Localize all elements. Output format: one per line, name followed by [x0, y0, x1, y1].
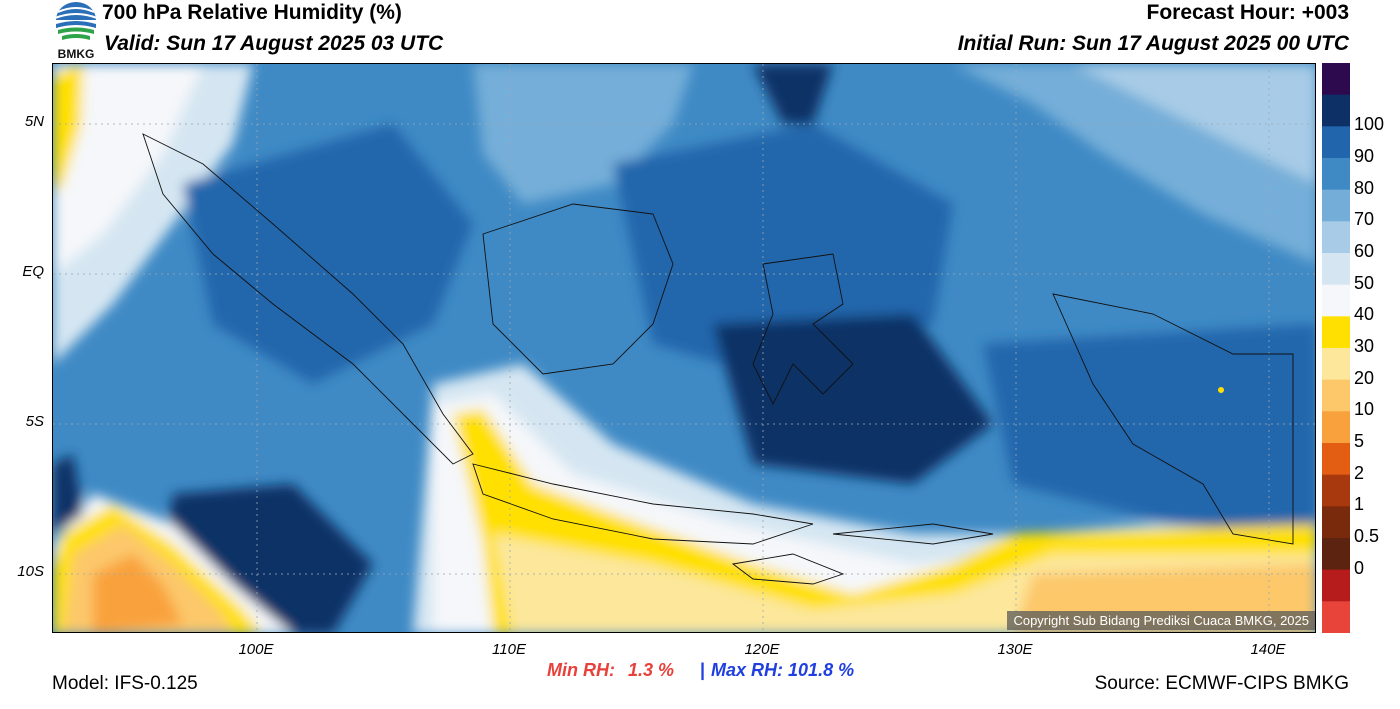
colorbar-swatch — [1322, 379, 1350, 412]
colorbar-tick-label: 90 — [1354, 146, 1375, 166]
colorbar-tick-label: 20 — [1354, 367, 1375, 388]
min-rh-value: 1.3 % — [628, 660, 675, 680]
model-label: Model: IFS-0.125 — [52, 673, 198, 694]
max-rh-value: 101.8 % — [788, 660, 855, 680]
colorbar-tick-label: 10 — [1354, 399, 1375, 420]
colorbar-swatch — [1322, 126, 1350, 159]
colorbar-tick-label: 80 — [1354, 177, 1375, 198]
lat-label-eq: EQ — [22, 263, 44, 280]
min-rh: Min RH: 1.3 % — [547, 660, 674, 681]
colorbar-tick-label: 5 — [1354, 431, 1365, 451]
colorbar-tick-label: 1 — [1354, 494, 1365, 515]
copyright-notice: Copyright Sub Bidang Prediksi Cuaca BMKG… — [1007, 611, 1315, 630]
colorbar-tick-label: 0 — [1354, 557, 1365, 578]
humidity-map — [52, 63, 1316, 633]
colorbar-tick-label: 30 — [1354, 336, 1375, 356]
initial-run: Initial Run: Sun 17 August 2025 00 UTC — [957, 32, 1349, 55]
stat-separator: | — [700, 660, 706, 680]
lat-label-5n: 5N — [24, 113, 44, 130]
max-rh: Max RH: 101.8 % — [711, 660, 854, 681]
colorbar-tick-label: 40 — [1354, 304, 1375, 325]
colorbar — [1322, 63, 1350, 634]
chart-title: 700 hPa Relative Humidity (%) — [102, 1, 402, 24]
forecast-hour: Forecast Hour: +003 — [1146, 1, 1350, 24]
lon-label-100e: 100E — [238, 641, 274, 658]
lon-label-110e: 110E — [492, 641, 526, 658]
bmkg-logo: BMKG — [52, 0, 100, 61]
colorbar-swatch — [1322, 158, 1350, 191]
lon-label-140e: 140E — [1250, 641, 1286, 658]
colorbar-swatch — [1322, 538, 1350, 571]
colorbar-swatch — [1322, 94, 1350, 127]
colorbar-swatch — [1322, 506, 1350, 539]
svg-text:BMKG: BMKG — [58, 47, 95, 60]
colorbar-swatch — [1322, 253, 1350, 286]
colorbar-swatch — [1322, 601, 1350, 634]
colorbar-swatch — [1322, 474, 1350, 507]
colorbar-tick-label: 0.5 — [1354, 526, 1380, 546]
colorbar-tick-label: 50 — [1354, 272, 1375, 293]
lat-label-10s: 10S — [17, 563, 44, 580]
colorbar-swatch — [1322, 443, 1350, 476]
colorbar-swatch — [1322, 189, 1350, 222]
valid-time: Valid: Sun 17 August 2025 03 UTC — [104, 32, 444, 55]
source-label: Source: ECMWF-CIPS BMKG — [1094, 673, 1349, 694]
colorbar-tick-label: 70 — [1354, 209, 1375, 230]
colorbar-tick-label: 60 — [1354, 241, 1375, 261]
colorbar-swatch — [1322, 348, 1350, 381]
colorbar-swatch — [1322, 316, 1350, 349]
colorbar-swatch — [1322, 63, 1350, 96]
lon-label-130e: 130E — [997, 641, 1033, 658]
lat-label-5s: 5S — [25, 413, 44, 430]
colorbar-swatch — [1322, 411, 1350, 444]
colorbar-swatch — [1322, 569, 1350, 602]
colorbar-tick-label: 100 — [1354, 114, 1385, 135]
min-rh-label: Min RH: — [547, 660, 615, 680]
colorbar-swatch — [1322, 221, 1350, 254]
colorbar-swatch — [1322, 284, 1350, 317]
colorbar-tick-label: 2 — [1354, 462, 1365, 483]
lon-label-120e: 120E — [744, 641, 780, 658]
max-rh-label: Max RH: — [711, 660, 784, 680]
